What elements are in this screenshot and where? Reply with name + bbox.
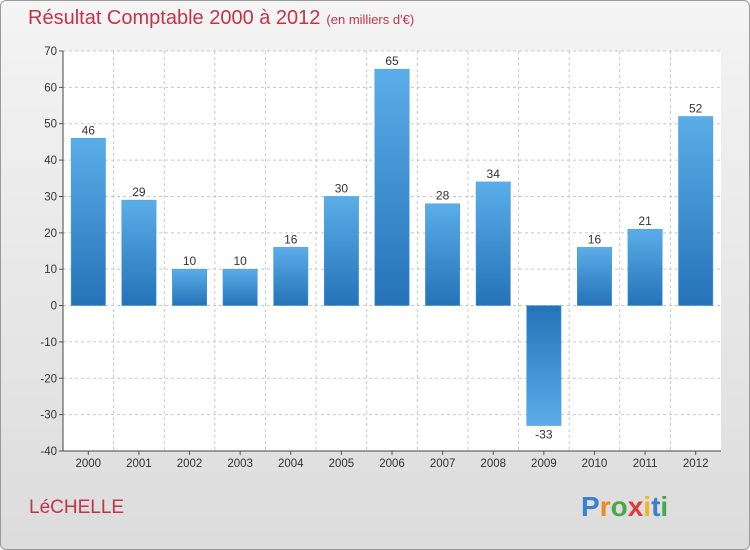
x-tick-label: 2001 <box>126 458 152 470</box>
bar <box>526 305 562 426</box>
y-tick-label: 20 <box>44 228 57 240</box>
bar <box>475 181 511 306</box>
bar <box>374 68 410 306</box>
logo-letter: r <box>599 491 611 522</box>
y-tick-label: 0 <box>51 301 57 313</box>
data-label: -33 <box>535 428 553 442</box>
y-tick-label: -10 <box>40 337 57 349</box>
data-label: 46 <box>82 123 96 137</box>
bar <box>678 116 714 306</box>
x-tick-label: 2012 <box>683 458 709 470</box>
proxiti-logo: Proxiti <box>581 491 668 523</box>
data-label: 10 <box>233 254 247 268</box>
data-label: 52 <box>689 101 703 115</box>
y-tick-label: 70 <box>44 46 57 58</box>
commune-name: LéCHELLE <box>29 497 125 518</box>
x-tick-label: 2009 <box>531 458 557 470</box>
data-label: 29 <box>132 185 146 199</box>
data-label: 21 <box>638 214 652 228</box>
data-label: 30 <box>335 181 349 195</box>
data-label: 10 <box>183 254 197 268</box>
y-tick-label: -20 <box>40 373 57 385</box>
x-tick-label: 2010 <box>582 458 608 470</box>
data-label: 34 <box>487 167 501 181</box>
bar <box>323 196 359 306</box>
data-label: 16 <box>284 232 298 246</box>
bar <box>577 247 612 306</box>
bar <box>70 138 106 306</box>
data-label: 65 <box>385 54 399 68</box>
logo-letter: P <box>581 491 600 522</box>
y-tick-label: -40 <box>40 446 57 458</box>
data-label: 28 <box>436 189 450 203</box>
x-tick-label: 2006 <box>379 458 405 470</box>
x-tick-label: 2007 <box>430 458 456 470</box>
x-tick-label: 2008 <box>480 458 506 470</box>
x-tick-label: 2002 <box>177 458 203 470</box>
y-tick-label: -30 <box>40 410 57 422</box>
chart-subtitle: (en milliers d'€) <box>326 12 415 27</box>
bar <box>627 228 663 306</box>
bar <box>273 247 309 306</box>
bar <box>222 268 258 306</box>
logo-letter: i <box>660 491 669 522</box>
bar <box>172 268 207 306</box>
logo-letter: t <box>651 491 661 522</box>
x-tick-label: 2011 <box>633 458 658 470</box>
y-tick-label: 10 <box>44 264 57 276</box>
x-tick-label: 2000 <box>76 458 102 470</box>
y-tick-label: 40 <box>44 155 57 167</box>
x-tick-label: 2004 <box>278 458 304 470</box>
y-tick-label: 60 <box>44 82 57 94</box>
logo-letter: i <box>643 491 652 522</box>
chart-title: Résultat Comptable 2000 à 2012 (en millie… <box>28 7 415 29</box>
logo-letter: x <box>627 491 644 522</box>
x-tick-label: 2005 <box>329 458 355 470</box>
data-label: 16 <box>588 232 602 246</box>
x-tick-label: 2003 <box>227 458 253 470</box>
bar <box>121 199 157 306</box>
logo-letter: o <box>610 491 628 522</box>
y-tick-label: 30 <box>44 191 57 203</box>
bar <box>425 203 461 306</box>
y-tick-label: 50 <box>44 119 57 131</box>
